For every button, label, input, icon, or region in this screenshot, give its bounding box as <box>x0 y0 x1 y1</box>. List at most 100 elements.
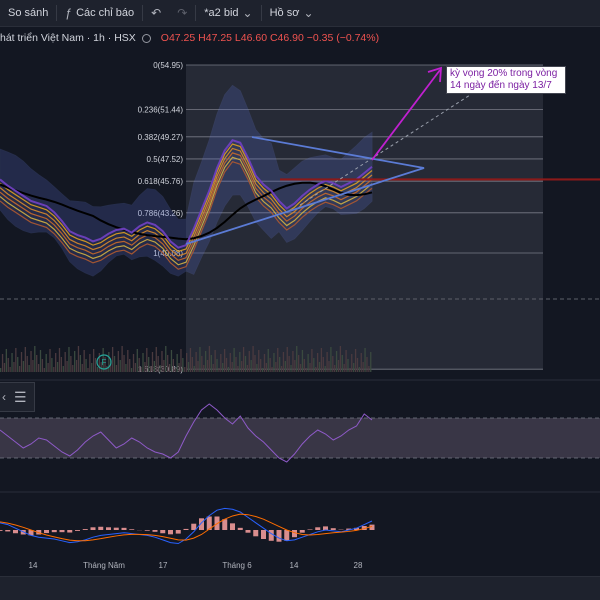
volume-bar <box>254 355 256 372</box>
macd-histogram-bar <box>361 526 367 530</box>
volume-bar <box>9 367 11 372</box>
volume-bar <box>43 368 45 372</box>
macd-histogram-bar <box>28 530 34 536</box>
profile-button[interactable]: Hồ sơ ⌄ <box>262 0 322 26</box>
x-tick-label: Tháng 6 <box>222 561 252 570</box>
macd-histogram-bar <box>129 529 135 530</box>
target-annotation[interactable]: kỳ vọng 20% trong vòng 14 ngày đến ngày … <box>446 66 566 94</box>
macd-histogram-bar <box>284 530 290 541</box>
volume-bar <box>345 350 347 372</box>
volume-bar <box>307 354 309 372</box>
volume-bars <box>0 346 372 372</box>
fib-level-label: 0.236(51.44) <box>138 105 184 114</box>
volume-bar <box>282 352 285 372</box>
volume-bar <box>91 363 93 372</box>
undo-button[interactable]: ↶ <box>143 0 169 26</box>
compare-button[interactable]: So sánh <box>0 0 56 26</box>
macd-histogram-bar <box>82 529 88 530</box>
volume-bar <box>180 349 182 372</box>
volume-bar <box>223 349 226 372</box>
volume-bar <box>18 366 21 372</box>
volume-bar <box>322 357 324 372</box>
top-toolbar: So sánh ƒ Các chỉ báo ↶ ↷ *a2 bid ⌄ Hồ s… <box>0 0 600 27</box>
volume-bar <box>271 367 273 372</box>
volume-bar <box>328 361 330 372</box>
volume-bar <box>37 364 40 372</box>
volume-bar <box>277 348 279 372</box>
volume-bar <box>89 354 91 372</box>
volume-bar <box>163 360 165 372</box>
indicators-button[interactable]: ƒ Các chỉ báo <box>57 0 142 26</box>
annotation-line-2: 14 ngày đến ngày 13/7 <box>450 80 552 91</box>
volume-bar <box>248 351 250 372</box>
volume-bar <box>279 357 281 372</box>
macd-histogram-bar <box>330 528 336 530</box>
volume-bar <box>68 347 70 372</box>
volume-bar <box>121 346 123 372</box>
layout-button[interactable]: *a2 bid ⌄ <box>196 0 260 26</box>
macd-histogram-bar <box>13 530 18 534</box>
volume-bar <box>201 356 203 372</box>
volume-bar <box>130 368 133 372</box>
toolbar-divider <box>260 5 262 21</box>
macd-histogram-bar <box>90 527 96 530</box>
volume-bar <box>74 351 76 372</box>
volume-bar <box>204 351 207 372</box>
layout-label: *a2 bid <box>204 7 239 19</box>
volume-bar <box>294 360 296 372</box>
visibility-toggle[interactable] <box>141 33 151 43</box>
volume-bar <box>127 350 129 372</box>
macd-histogram-bar <box>276 530 282 542</box>
macd-histogram-bar <box>67 530 73 533</box>
volume-bar <box>55 353 57 372</box>
macd-histogram-bar <box>183 528 189 530</box>
series-legend: hát triển Việt Nam · 1h · HSX O47.25 H47… <box>0 30 379 46</box>
volume-bar <box>108 352 110 372</box>
volume-bar <box>299 364 302 372</box>
fib-level-label: 0.5(47.52) <box>147 155 184 164</box>
chevron-down-icon: ⌄ <box>242 6 253 20</box>
volume-bar <box>100 362 102 372</box>
volume-bar <box>288 356 290 372</box>
volume-bar <box>32 360 34 372</box>
macd-histogram-bar <box>230 523 235 530</box>
volume-bar <box>53 367 55 372</box>
redo-icon: ↷ <box>177 6 188 20</box>
volume-bar <box>334 365 336 372</box>
menu-lines-icon[interactable]: ☰ <box>14 388 27 405</box>
macd-histogram-bar <box>121 527 127 530</box>
fib-level-label: 0.786(43.26) <box>138 209 184 218</box>
volume-bar <box>358 367 361 372</box>
redo-button[interactable]: ↷ <box>169 0 195 26</box>
volume-bar <box>290 365 292 372</box>
volume-bar <box>104 357 106 372</box>
volume-bar <box>64 352 66 372</box>
ma-ribbon-line <box>0 152 373 262</box>
volume-bar <box>320 348 323 372</box>
volume-bar <box>324 366 326 372</box>
volume-bar <box>315 367 317 372</box>
volume-bar <box>286 347 288 372</box>
fib-zone <box>186 65 543 370</box>
volume-bar <box>56 362 59 372</box>
volume-bar <box>351 354 353 372</box>
macd-line <box>0 507 373 545</box>
volume-bar <box>182 358 184 372</box>
volume-bar <box>186 353 188 372</box>
volume-bar <box>284 361 286 372</box>
volume-bar <box>161 351 163 372</box>
macd-histogram-bar <box>152 530 158 532</box>
volume-bar <box>218 368 220 372</box>
volume-bar <box>292 351 294 372</box>
macd-histogram-bar <box>113 527 119 530</box>
volume-bar <box>26 356 28 372</box>
volume-bar <box>36 355 38 372</box>
volume-bar <box>138 358 140 372</box>
arrow-left-icon[interactable]: ‹ <box>2 390 6 404</box>
target-arrow-head <box>427 66 442 83</box>
macd-histogram-bar <box>237 527 243 530</box>
volume-bar <box>208 346 211 372</box>
volume-bar <box>296 346 298 372</box>
volume-bar <box>148 357 150 372</box>
